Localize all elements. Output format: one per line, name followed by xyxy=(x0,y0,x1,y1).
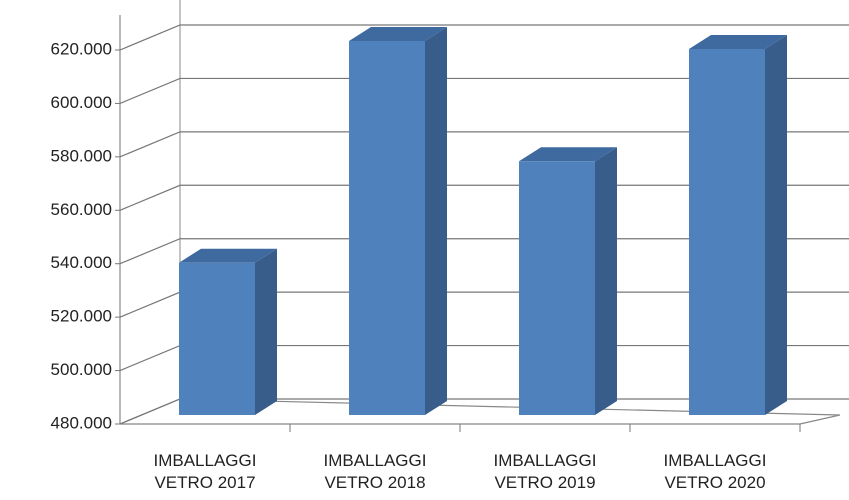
grid-line xyxy=(119,131,849,158)
y-tick-label: 560.000 xyxy=(51,200,112,219)
bar-side xyxy=(255,248,277,415)
bar-front xyxy=(689,49,765,416)
bar-top xyxy=(519,147,617,162)
grid-line xyxy=(119,24,849,51)
bar xyxy=(689,35,787,416)
bar-front xyxy=(519,161,595,415)
y-tick-label: 600.000 xyxy=(51,93,112,112)
grid-line xyxy=(119,184,849,211)
bar-front xyxy=(179,262,255,415)
y-tick-label: 620.000 xyxy=(51,39,112,58)
x-tick-label: IMBALLAGGI VETRO 2018 xyxy=(323,451,427,492)
y-tick-label: 500.000 xyxy=(51,360,112,379)
y-tick-label: 540.000 xyxy=(51,253,112,272)
y-tick-label: 580.000 xyxy=(51,146,112,165)
bar-top xyxy=(349,27,447,41)
bar-front xyxy=(349,41,425,415)
y-tick-label: 520.000 xyxy=(51,307,112,326)
bar-side xyxy=(765,35,787,416)
y-tick-label: 480.000 xyxy=(51,413,112,432)
x-tick-label: IMBALLAGGI VETRO 2019 xyxy=(493,451,597,492)
grid-line xyxy=(119,77,849,104)
x-tick-label: IMBALLAGGI VETRO 2017 xyxy=(153,451,257,492)
bar-side xyxy=(595,147,617,415)
x-tick-label: IMBALLAGGI VETRO 2020 xyxy=(663,451,767,492)
bar xyxy=(349,27,447,415)
bar xyxy=(519,147,617,415)
bar xyxy=(179,248,277,415)
bar-top xyxy=(689,35,787,50)
bar-top xyxy=(179,248,277,263)
bar-side xyxy=(425,27,447,415)
grid-line xyxy=(119,238,849,265)
